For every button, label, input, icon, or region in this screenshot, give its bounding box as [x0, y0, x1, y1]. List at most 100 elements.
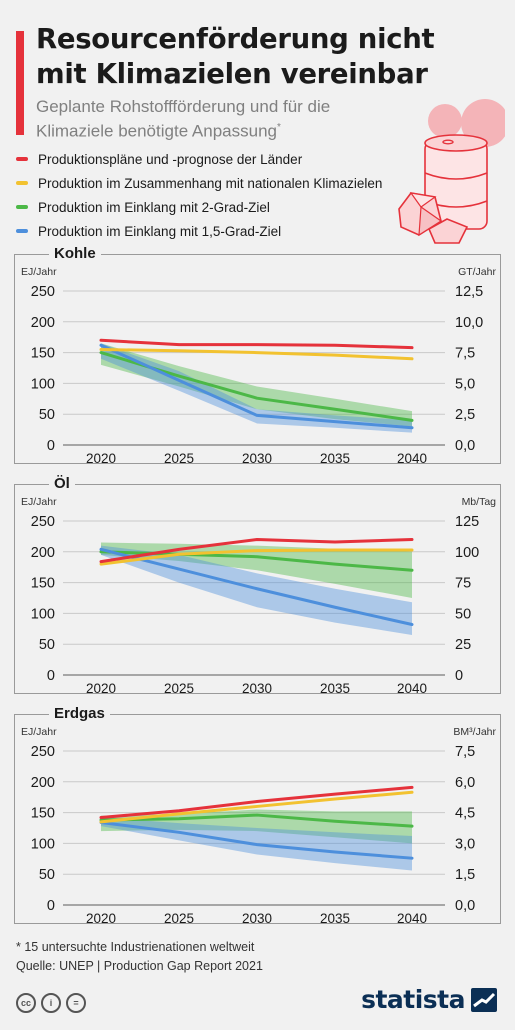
statista-mark-icon [471, 987, 497, 1012]
legend-item-yellow: Produktion im Zusammenhang mit nationale… [16, 171, 436, 195]
series-line-1 [99, 548, 414, 566]
y-tick-label-right: 50 [455, 606, 471, 622]
nd-icon[interactable]: = [66, 993, 86, 1013]
y-tick-label-right: 0,0 [455, 438, 475, 454]
legend-label: Produktion im Zusammenhang mit nationale… [38, 175, 383, 191]
series-band-2 [101, 542, 412, 598]
chart-panel-oel: Öl EJ/Jahr Mb/Tag 0 0 50 25 100 50 150 75 200 100 25… [14, 475, 501, 695]
series-line-1 [99, 790, 414, 824]
series-line-3 [99, 820, 414, 860]
series-line-1 [99, 348, 414, 361]
y-tick-label: 50 [39, 637, 55, 653]
page-title: Resourcenförderung nicht mit Klimazielen… [36, 23, 435, 90]
legend-label: Produktion im Einklang mit 2-Grad-Ziel [38, 199, 270, 215]
x-tick-label: 2025 [164, 681, 194, 695]
y-axis-unit-right: GT/Jahr [458, 266, 496, 278]
x-tick-label: 2035 [320, 681, 350, 695]
x-tick-label: 2025 [164, 911, 194, 925]
series-line-0 [99, 338, 414, 350]
y-tick-label-right: 7,5 [455, 346, 475, 362]
x-tick-label: 2020 [86, 681, 116, 695]
legend-item-blue: Produktion im Einklang mit 1,5-Grad-Ziel [16, 219, 436, 243]
legend-swatch [16, 181, 28, 185]
y-tick-label: 250 [31, 284, 55, 300]
panel-title: Kohle [49, 245, 101, 263]
chart-oel: EJ/Jahr Mb/Tag 0 0 50 25 100 50 150 75 200 100 250 12… [21, 496, 497, 695]
y-tick-label: 150 [31, 806, 55, 822]
chart-panel-erdgas: Erdgas EJ/Jahr BM³/Jahr 0 0,0 50 1,5 100 3,0 150… [14, 705, 501, 925]
series-line-3 [99, 343, 414, 430]
y-tick-label: 200 [31, 545, 55, 561]
y-tick-label-right: 5,0 [455, 376, 475, 392]
series-line-2 [99, 813, 414, 828]
chart-panel-kohle: Kohle EJ/Jahr GT/Jahr 0 0,0 50 2,5 100 5,0 150 7,… [14, 245, 501, 465]
subtitle-text: Geplante Rohstoffförderung und für die K… [36, 97, 331, 141]
cc-icon[interactable]: cc [16, 993, 36, 1013]
y-tick-label-right: 100 [455, 545, 479, 561]
y-tick-label-right: 3,0 [455, 836, 475, 852]
y-tick-label-right: 1,5 [455, 867, 475, 883]
series-line-3 [99, 547, 414, 626]
y-axis-unit-left: EJ/Jahr [21, 726, 57, 738]
x-tick-label: 2025 [164, 451, 194, 465]
y-tick-label: 100 [31, 606, 55, 622]
y-tick-label: 0 [47, 898, 55, 914]
page-subtitle: Geplante Rohstoffförderung und für die K… [36, 96, 376, 142]
y-tick-label: 150 [31, 346, 55, 362]
legend-swatch [16, 157, 28, 161]
y-axis-unit-left: EJ/Jahr [21, 496, 57, 508]
legend-swatch [16, 229, 28, 233]
y-tick-label: 200 [31, 315, 55, 331]
y-axis-unit-right: Mb/Tag [462, 496, 497, 508]
series-line-0 [99, 785, 414, 820]
panel-title: Erdgas [49, 705, 110, 723]
legend-label: Produktionspläne und -prognose der Lände… [38, 151, 303, 167]
y-tick-label: 100 [31, 836, 55, 852]
y-tick-label-right: 25 [455, 637, 471, 653]
x-tick-label: 2035 [320, 451, 350, 465]
y-tick-label: 100 [31, 376, 55, 392]
y-tick-label: 50 [39, 867, 55, 883]
x-tick-label: 2030 [242, 911, 272, 925]
legend-swatch [16, 205, 28, 209]
y-tick-label-right: 125 [455, 514, 479, 530]
y-tick-label: 200 [31, 775, 55, 791]
legend: Produktionspläne und -prognose der Lände… [16, 147, 436, 243]
y-tick-label: 150 [31, 576, 55, 592]
x-tick-label: 2040 [397, 451, 427, 465]
oil-barrel-illustration [398, 99, 505, 244]
y-tick-label-right: 10,0 [455, 315, 483, 331]
title-accent-bar [16, 31, 24, 135]
footnote: * 15 untersuchte Industrienationen weltw… [16, 940, 255, 954]
x-tick-label: 2040 [397, 681, 427, 695]
y-tick-label-right: 7,5 [455, 744, 475, 760]
y-tick-label-right: 6,0 [455, 775, 475, 791]
legend-item-green: Produktion im Einklang mit 2-Grad-Ziel [16, 195, 436, 219]
series-band-2 [101, 343, 412, 427]
y-tick-label-right: 12,5 [455, 284, 483, 300]
by-icon[interactable]: i [41, 993, 61, 1013]
x-tick-label: 2030 [242, 451, 272, 465]
x-tick-label: 2040 [397, 911, 427, 925]
y-tick-label-right: 0,0 [455, 898, 475, 914]
series-line-0 [99, 537, 414, 564]
license-icons: cc i = [16, 993, 86, 1013]
x-tick-label: 2035 [320, 911, 350, 925]
y-axis-unit-left: EJ/Jahr [21, 266, 57, 278]
brand-name: statista [361, 985, 465, 1014]
y-tick-label-right: 75 [455, 576, 471, 592]
y-tick-label: 50 [39, 407, 55, 423]
y-tick-label-right: 0 [455, 668, 463, 684]
y-tick-label: 0 [47, 438, 55, 454]
x-tick-label: 2020 [86, 451, 116, 465]
subtitle-footnote-mark: * [277, 122, 281, 133]
statista-logo[interactable]: statista [361, 985, 497, 1014]
panel-title: Öl [49, 475, 75, 493]
y-tick-label-right: 2,5 [455, 407, 475, 423]
legend-item-red: Produktionspläne und -prognose der Lände… [16, 147, 436, 171]
y-tick-label: 250 [31, 744, 55, 760]
y-tick-label-right: 4,5 [455, 806, 475, 822]
y-axis-unit-right: BM³/Jahr [453, 726, 496, 738]
chart-kohle: EJ/Jahr GT/Jahr 0 0,0 50 2,5 100 5,0 150 7,5 200 10… [21, 266, 496, 465]
legend-label: Produktion im Einklang mit 1,5-Grad-Ziel [38, 223, 282, 239]
